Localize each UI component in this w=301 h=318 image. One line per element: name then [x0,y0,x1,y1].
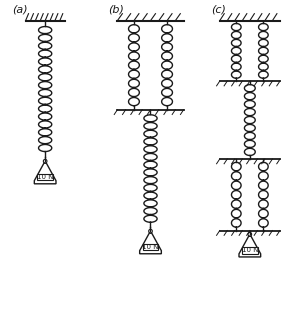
Polygon shape [140,233,161,254]
Polygon shape [239,236,261,257]
Bar [143,244,158,250]
Text: 10 N: 10 N [142,244,159,250]
Text: (c): (c) [211,5,225,15]
Text: (b): (b) [108,5,124,15]
Text: 10 N: 10 N [242,247,258,253]
Text: (a): (a) [12,5,28,15]
Bar [37,174,53,180]
Text: 10 N: 10 N [37,174,53,180]
Polygon shape [34,163,56,184]
Bar [242,247,258,253]
